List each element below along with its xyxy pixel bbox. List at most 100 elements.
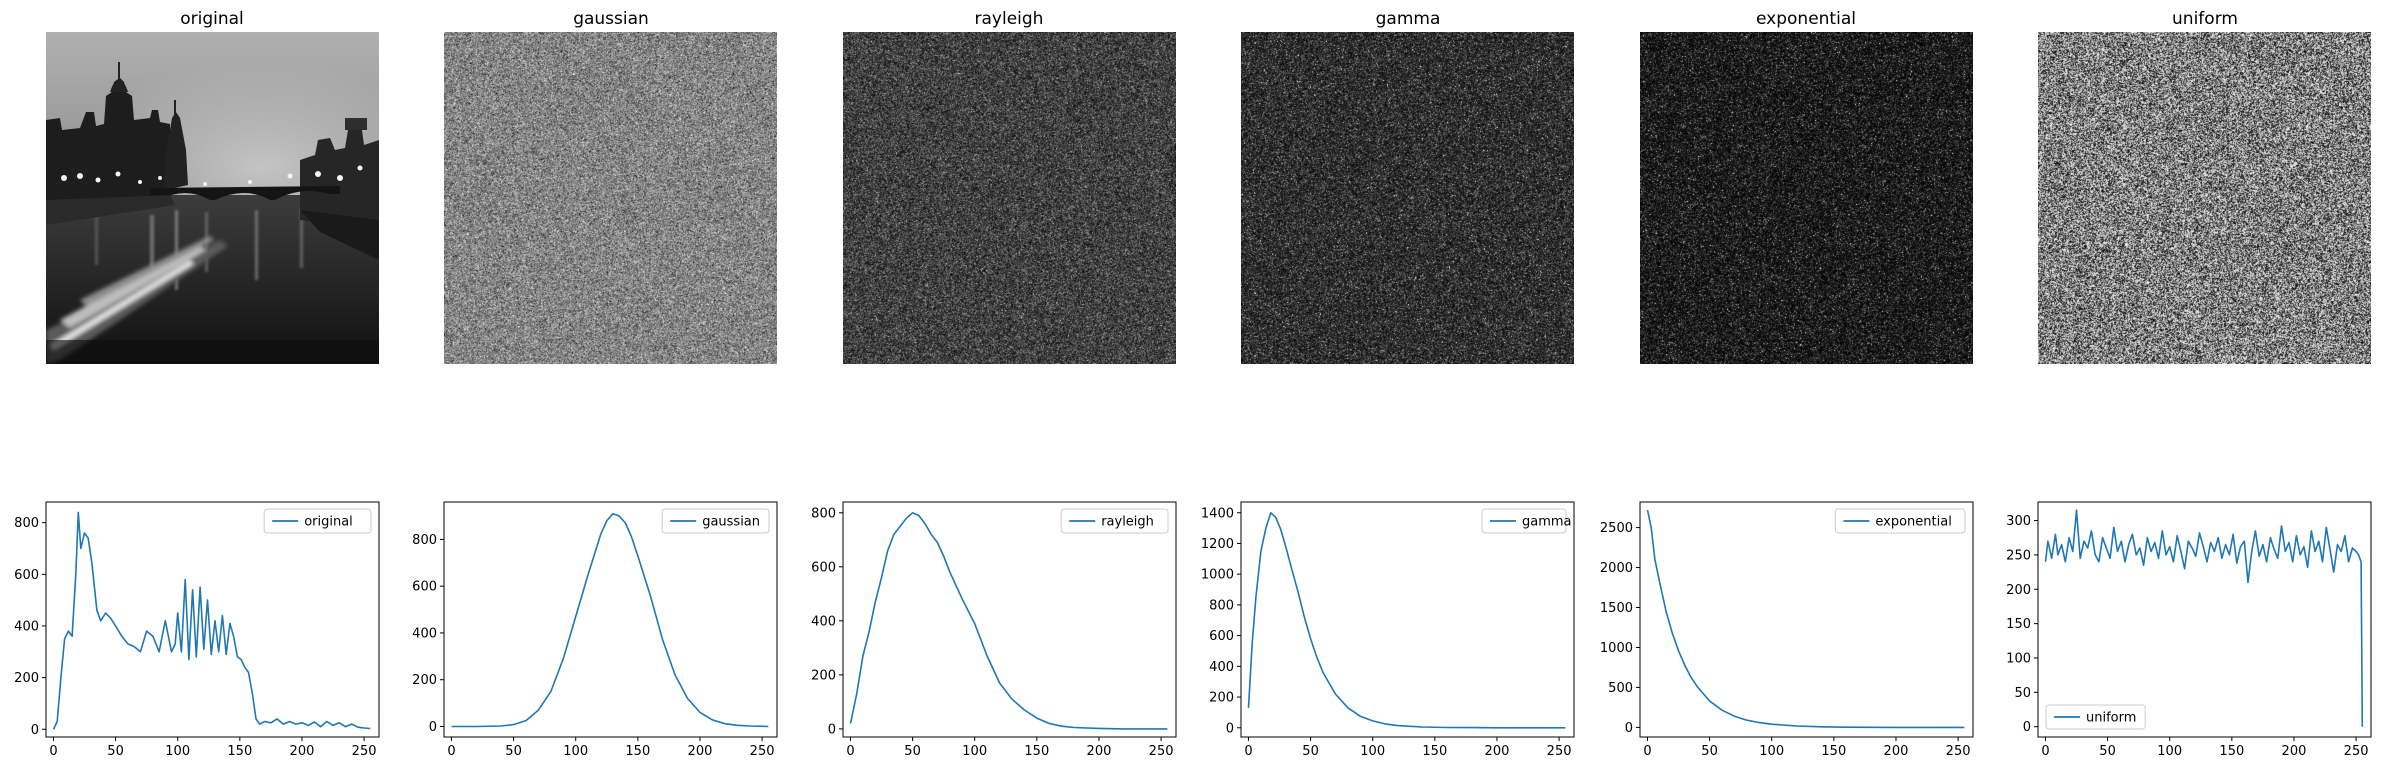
y-tick-label: 500 (1608, 681, 1633, 696)
axes-frame (2037, 501, 2372, 738)
legend-box (1834, 508, 1966, 534)
legend-box (661, 508, 770, 534)
legend-label: uniform (2086, 711, 2136, 726)
x-tick-label: 150 (1024, 744, 1049, 759)
series-line-gamma (1247, 511, 1566, 729)
panel-title-rayleigh: rayleigh (975, 9, 1044, 29)
legend-label: gaussian (702, 515, 760, 530)
y-tick-label: 250 (2006, 548, 2031, 563)
x-tick-label: 250 (1547, 744, 1572, 759)
x-tick-label: 200 (1884, 744, 1909, 759)
y-tick-label: 200 (811, 668, 836, 683)
y-tick-label: 1200 (1201, 537, 1234, 552)
histogram-original: 0 50 100 150 200 250 0 200 400 600 800 original (14, 501, 380, 759)
gaussian-noise-image (444, 32, 777, 364)
x-tick-label: 150 (2219, 744, 2244, 759)
legend-box (1481, 508, 1567, 534)
x-tick-label: 50 (1701, 744, 1718, 759)
series-line-uniform (2044, 509, 2364, 727)
series-line-rayleigh (849, 511, 1168, 730)
x-tick-label: 50 (904, 744, 921, 759)
y-tick-label: 800 (1209, 598, 1234, 613)
uniform-noise-image (2038, 32, 2371, 364)
x-tick-label: 200 (1087, 744, 1112, 759)
y-tick-label: 600 (811, 560, 836, 575)
legend-label: original (304, 515, 353, 530)
x-tick-label: 200 (688, 744, 713, 759)
x-tick-label: 50 (107, 744, 124, 759)
x-tick-label: 250 (1946, 744, 1971, 759)
legend: uniform (2045, 704, 2146, 730)
x-tick-label: 100 (165, 744, 190, 759)
y-tick-label: 200 (1209, 691, 1234, 706)
series-line-exponential (1646, 509, 1965, 729)
x-tick-label: 150 (227, 744, 252, 759)
y-tick-label: 300 (2006, 514, 2031, 529)
x-tick-label: 0 (447, 744, 455, 759)
y-tick-label: 600 (1209, 629, 1234, 644)
x-tick-label: 250 (352, 744, 377, 759)
x-tick-label: 150 (625, 744, 650, 759)
histogram-gaussian: 0 50 100 150 200 250 0 200 400 600 800 gaussian (412, 501, 778, 759)
y-tick-label: 400 (811, 614, 836, 629)
y-tick-label: 50 (2014, 686, 2031, 701)
y-tick-label: 200 (2006, 583, 2031, 598)
axes-frame (1240, 501, 1575, 738)
x-tick-label: 0 (49, 744, 57, 759)
y-tick-label: 400 (1209, 660, 1234, 675)
x-tick-label: 100 (2157, 744, 2182, 759)
y-tick-label: 150 (2006, 617, 2031, 632)
x-tick-label: 0 (1244, 744, 1252, 759)
legend-box (1060, 508, 1169, 534)
x-tick-label: 200 (2282, 744, 2307, 759)
legend-label: exponential (1875, 515, 1951, 530)
y-tick-label: 0 (828, 722, 836, 737)
axes-frame (1639, 501, 1974, 738)
y-tick-label: 0 (1625, 721, 1633, 736)
rayleigh-noise-image (843, 32, 1176, 364)
x-tick-label: 250 (2344, 744, 2369, 759)
y-tick-label: 200 (14, 671, 39, 686)
y-tick-label: 0 (1226, 721, 1234, 736)
y-tick-label: 0 (429, 720, 437, 735)
x-tick-label: 0 (846, 744, 854, 759)
legend-box (263, 508, 372, 534)
y-tick-label: 2000 (1600, 561, 1633, 576)
y-tick-label: 1400 (1201, 506, 1234, 521)
legend: exponential (1834, 508, 1966, 534)
panel-title-original: original (180, 9, 244, 29)
histogram-gamma: 0 50 100 150 200 250 0 200 400 600 800 1000 1200 1400… (1201, 501, 1575, 759)
legend-label: gamma (1522, 515, 1572, 530)
y-tick-label: 600 (412, 580, 437, 595)
y-tick-label: 1500 (1600, 601, 1633, 616)
y-tick-label: 1000 (1201, 568, 1234, 583)
axes-frame (443, 501, 778, 738)
panel-title-exponential: exponential (1756, 9, 1856, 29)
y-tick-label: 800 (412, 533, 437, 548)
x-tick-label: 250 (750, 744, 775, 759)
legend: original (263, 508, 372, 534)
gamma-noise-image (1241, 32, 1574, 364)
x-tick-label: 100 (1360, 744, 1385, 759)
x-tick-label: 200 (1485, 744, 1510, 759)
x-tick-label: 50 (2099, 744, 2116, 759)
y-tick-label: 2500 (1600, 521, 1633, 536)
x-tick-label: 200 (290, 744, 315, 759)
x-tick-label: 100 (1759, 744, 1784, 759)
legend: gamma (1481, 508, 1572, 534)
axes-frame (45, 501, 380, 738)
exponential-noise-image (1640, 32, 1973, 364)
panel-title-gaussian: gaussian (573, 9, 649, 29)
axes-frame (842, 501, 1177, 738)
legend-label: rayleigh (1101, 515, 1154, 530)
y-tick-label: 800 (811, 506, 836, 521)
y-tick-label: 400 (14, 619, 39, 634)
x-tick-label: 0 (1643, 744, 1651, 759)
legend: gaussian (661, 508, 770, 534)
x-tick-label: 100 (563, 744, 588, 759)
x-tick-label: 50 (1302, 744, 1319, 759)
y-tick-label: 100 (2006, 651, 2031, 666)
